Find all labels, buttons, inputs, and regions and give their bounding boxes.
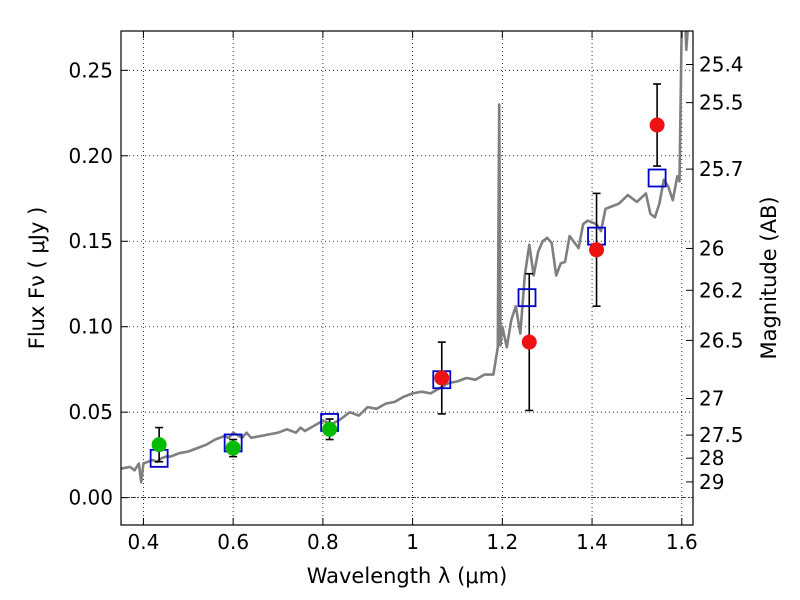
x-tick-label: 1 (406, 530, 419, 554)
x-tick-label: 1.2 (486, 530, 518, 554)
data-point (151, 437, 167, 453)
data-point (322, 421, 338, 437)
right-axis-label: Magnitude (AB) (757, 196, 781, 359)
y-tick-label: 0.20 (68, 144, 113, 168)
y-axis-label: Flux Fν ( μJy ) (25, 207, 49, 350)
y-tick-label: 0.00 (68, 486, 113, 510)
right-tick-label: 29 (699, 470, 724, 494)
x-tick-label: 0.6 (217, 530, 249, 554)
markers (149, 117, 667, 468)
y-tick-label: 0.05 (68, 400, 113, 424)
x-tick-label: 0.8 (307, 530, 339, 554)
right-tick-label: 25.7 (699, 157, 744, 181)
model-photometry-square (647, 168, 667, 188)
y-tick-label: 0.10 (68, 315, 113, 339)
right-tick-label: 25.4 (699, 53, 744, 77)
x-axis-label: Wavelength λ (μm) (307, 564, 508, 588)
plot-area (121, 31, 693, 525)
right-tick-label: 25.5 (699, 91, 744, 115)
x-tick-label: 1.6 (666, 530, 698, 554)
right-tick-label: 26.2 (699, 278, 744, 302)
grid (121, 31, 693, 525)
data-point (434, 370, 450, 386)
x-tick-label: 0.4 (128, 530, 160, 554)
plot-frame (120, 30, 694, 526)
data-point (225, 440, 241, 456)
y-tick-label: 0.15 (68, 229, 113, 253)
model-photometry-square (517, 288, 537, 308)
right-tick-label: 26 (699, 236, 724, 260)
y-tick-label: 0.25 (68, 58, 113, 82)
data-point (589, 242, 605, 258)
model-spectrum-line (121, 31, 689, 484)
plot-layer (121, 31, 689, 484)
data-point (649, 117, 665, 133)
data-point (521, 334, 537, 350)
x-tick-label: 1.4 (576, 530, 608, 554)
right-tick-label: 27.5 (699, 423, 744, 447)
right-tick-label: 28 (699, 446, 724, 470)
right-tick-label: 26.5 (699, 328, 744, 352)
axes: 0.4 0.6 0.8 1 1.2 1.4 1.6 0.00 0.05 0.10 0.15 0.20 0… (68, 31, 744, 554)
right-tick-label: 27 (699, 387, 724, 411)
